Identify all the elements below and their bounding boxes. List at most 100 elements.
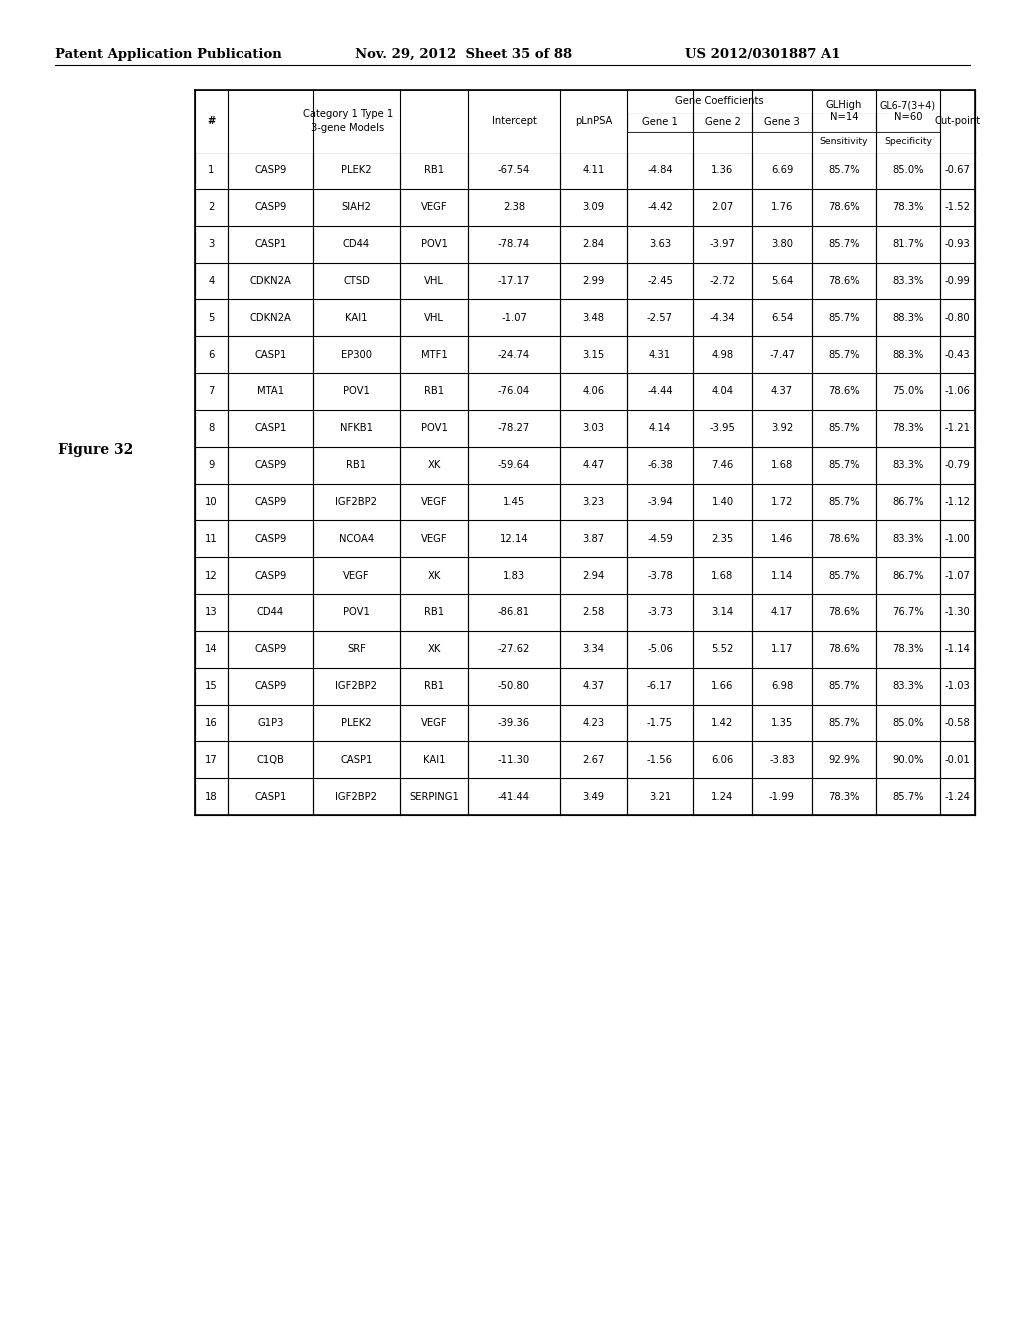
Text: 4.37: 4.37 — [771, 387, 793, 396]
Text: 1.46: 1.46 — [771, 533, 794, 544]
Text: 4.04: 4.04 — [712, 387, 733, 396]
Text: 78.3%: 78.3% — [892, 202, 924, 213]
Text: -4.84: -4.84 — [647, 165, 673, 176]
Text: 1.40: 1.40 — [712, 496, 733, 507]
Text: RB1: RB1 — [424, 387, 444, 396]
Text: 1.72: 1.72 — [771, 496, 794, 507]
Text: 85.7%: 85.7% — [828, 461, 860, 470]
Text: -3.78: -3.78 — [647, 570, 673, 581]
Text: -27.62: -27.62 — [498, 644, 530, 655]
Text: RB1: RB1 — [424, 165, 444, 176]
Text: Patent Application Publication: Patent Application Publication — [55, 48, 282, 61]
Text: -1.99: -1.99 — [769, 792, 795, 801]
Text: Specificity: Specificity — [884, 137, 932, 147]
Text: XK: XK — [427, 461, 440, 470]
Text: 78.6%: 78.6% — [828, 387, 860, 396]
Text: 1.66: 1.66 — [712, 681, 733, 692]
Text: CASP1: CASP1 — [254, 239, 287, 249]
Text: -0.43: -0.43 — [945, 350, 971, 359]
Text: 3.14: 3.14 — [712, 607, 733, 618]
Text: 3.63: 3.63 — [649, 239, 671, 249]
Text: Cut-point: Cut-point — [935, 116, 981, 125]
Text: 4.98: 4.98 — [712, 350, 733, 359]
Text: 12.14: 12.14 — [500, 533, 528, 544]
Text: -5.06: -5.06 — [647, 644, 673, 655]
Text: CD44: CD44 — [343, 239, 370, 249]
Text: -1.24: -1.24 — [944, 792, 971, 801]
Text: 6.06: 6.06 — [712, 755, 733, 764]
Text: pLnPSA: pLnPSA — [574, 116, 612, 125]
Text: VEGF: VEGF — [421, 202, 447, 213]
Text: 78.3%: 78.3% — [828, 792, 860, 801]
Text: 2: 2 — [208, 202, 215, 213]
Text: IGF2BP2: IGF2BP2 — [336, 681, 378, 692]
Text: 85.7%: 85.7% — [892, 792, 924, 801]
Text: -3.83: -3.83 — [769, 755, 795, 764]
Text: 92.9%: 92.9% — [828, 755, 860, 764]
Text: -1.03: -1.03 — [944, 681, 971, 692]
Text: -76.04: -76.04 — [498, 387, 530, 396]
Text: 3.09: 3.09 — [583, 202, 604, 213]
Text: VEGF: VEGF — [421, 533, 447, 544]
Text: 8: 8 — [208, 424, 215, 433]
Text: 2.94: 2.94 — [583, 570, 604, 581]
Text: 3.34: 3.34 — [583, 644, 604, 655]
Text: C1QB: C1QB — [257, 755, 285, 764]
Text: -24.74: -24.74 — [498, 350, 530, 359]
Text: 3.23: 3.23 — [583, 496, 604, 507]
Text: VHL: VHL — [424, 313, 444, 323]
Text: SERPING1: SERPING1 — [409, 792, 459, 801]
Text: 85.7%: 85.7% — [828, 165, 860, 176]
Text: XK: XK — [427, 570, 440, 581]
Text: 3.48: 3.48 — [583, 313, 604, 323]
Text: #: # — [208, 116, 216, 125]
Text: POV1: POV1 — [343, 387, 370, 396]
Text: 4.11: 4.11 — [583, 165, 604, 176]
Text: 85.7%: 85.7% — [828, 718, 860, 727]
Text: 5.64: 5.64 — [771, 276, 794, 286]
Text: -67.54: -67.54 — [498, 165, 530, 176]
Text: -1.75: -1.75 — [647, 718, 673, 727]
Text: 1.45: 1.45 — [503, 496, 525, 507]
Text: Nov. 29, 2012  Sheet 35 of 88: Nov. 29, 2012 Sheet 35 of 88 — [355, 48, 572, 61]
Text: 17: 17 — [205, 755, 218, 764]
Text: CASP1: CASP1 — [254, 350, 287, 359]
Text: 78.6%: 78.6% — [828, 202, 860, 213]
Text: 4.06: 4.06 — [583, 387, 604, 396]
Text: 18: 18 — [205, 792, 218, 801]
Text: CASP9: CASP9 — [254, 570, 287, 581]
Text: -17.17: -17.17 — [498, 276, 530, 286]
Text: 1: 1 — [208, 165, 215, 176]
Text: POV1: POV1 — [421, 239, 447, 249]
Text: Intercept: Intercept — [492, 116, 537, 125]
Text: 78.3%: 78.3% — [892, 644, 924, 655]
Text: -39.36: -39.36 — [498, 718, 530, 727]
Text: CTSD: CTSD — [343, 276, 370, 286]
Text: -1.06: -1.06 — [944, 387, 971, 396]
Text: RB1: RB1 — [346, 461, 367, 470]
Text: 3.92: 3.92 — [771, 424, 794, 433]
Text: Gene 3: Gene 3 — [764, 117, 800, 127]
Text: 11: 11 — [205, 533, 218, 544]
Text: 15: 15 — [205, 681, 218, 692]
Text: Sensitivity: Sensitivity — [820, 137, 868, 147]
Text: GL6-7(3+4): GL6-7(3+4) — [880, 100, 936, 110]
Text: -11.30: -11.30 — [498, 755, 530, 764]
Text: 2.35: 2.35 — [712, 533, 733, 544]
Text: 7: 7 — [208, 387, 215, 396]
Text: 2.67: 2.67 — [583, 755, 605, 764]
Text: 1.42: 1.42 — [712, 718, 733, 727]
Text: CDKN2A: CDKN2A — [250, 313, 292, 323]
Text: CASP9: CASP9 — [254, 202, 287, 213]
Text: RB1: RB1 — [424, 681, 444, 692]
Text: Gene 2: Gene 2 — [705, 117, 740, 127]
Text: -4.59: -4.59 — [647, 533, 673, 544]
Text: 2.58: 2.58 — [583, 607, 604, 618]
Text: RB1: RB1 — [424, 607, 444, 618]
Text: 83.3%: 83.3% — [892, 276, 924, 286]
Text: 1.35: 1.35 — [771, 718, 794, 727]
Text: 3.87: 3.87 — [583, 533, 604, 544]
Text: Figure 32: Figure 32 — [58, 444, 133, 457]
Text: -1.52: -1.52 — [944, 202, 971, 213]
Text: 6.98: 6.98 — [771, 681, 794, 692]
